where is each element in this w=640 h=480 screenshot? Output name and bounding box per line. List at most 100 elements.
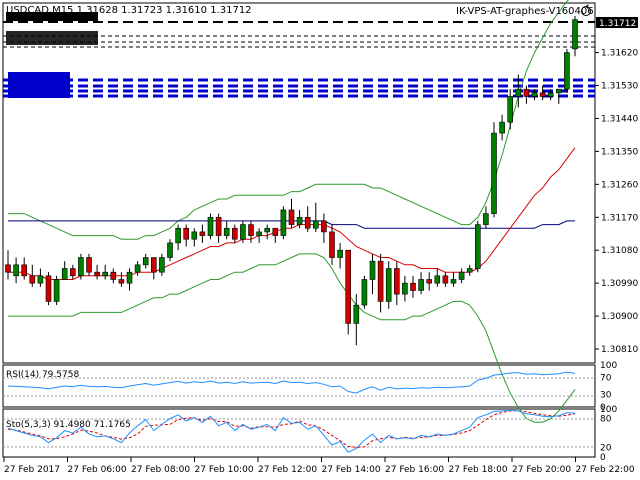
rsi-levels bbox=[3, 377, 595, 397]
candle bbox=[385, 261, 392, 309]
candle bbox=[94, 264, 100, 280]
candle bbox=[353, 294, 360, 346]
rsi-tick-label: 70 bbox=[600, 374, 612, 384]
candle bbox=[78, 253, 84, 280]
candle bbox=[151, 257, 157, 280]
candle-body bbox=[21, 264, 28, 277]
candle-body bbox=[29, 275, 36, 284]
time-tick-label: 27 Feb 10:00 bbox=[195, 465, 254, 475]
candle bbox=[37, 268, 44, 287]
price-tick-label: 1.31350 bbox=[601, 147, 638, 157]
candle-body bbox=[151, 257, 157, 273]
candle bbox=[272, 227, 279, 243]
candle bbox=[191, 228, 198, 247]
level-lines bbox=[3, 21, 595, 98]
stoch-levels bbox=[3, 418, 595, 448]
candle-body bbox=[523, 88, 530, 97]
bollinger-lower bbox=[8, 253, 576, 423]
candle bbox=[118, 272, 125, 287]
candle-body bbox=[94, 271, 100, 277]
stoch-label: Sto(5,3,3) 91.4980 71.1765 bbox=[6, 420, 131, 430]
candle-body bbox=[564, 52, 570, 90]
candle bbox=[369, 253, 376, 295]
candle-body bbox=[304, 216, 311, 229]
candle bbox=[288, 198, 295, 229]
price-tick-label: 1.30810 bbox=[601, 345, 638, 355]
candle-body bbox=[483, 213, 489, 225]
candle-body bbox=[37, 275, 44, 284]
rsi-axis: 100 70 30 0 bbox=[600, 361, 617, 413]
candle bbox=[329, 224, 335, 265]
candle bbox=[377, 253, 384, 313]
rsi-panel[interactable] bbox=[2, 364, 596, 408]
candle-body bbox=[547, 92, 554, 97]
candle-body bbox=[280, 209, 287, 236]
candle bbox=[402, 275, 408, 302]
candle-body bbox=[159, 257, 165, 273]
price-tick-label: 1.31170 bbox=[601, 213, 638, 223]
refresh-icon[interactable] bbox=[581, 4, 591, 16]
candle-body bbox=[402, 282, 408, 295]
candle bbox=[442, 272, 449, 287]
candle-body bbox=[345, 249, 352, 324]
candle bbox=[175, 224, 181, 251]
candle-body bbox=[337, 249, 343, 258]
price-tick-label: 1.31620 bbox=[601, 49, 638, 59]
level-label-block bbox=[8, 72, 70, 98]
rsi-series bbox=[7, 371, 576, 394]
candle-body bbox=[450, 279, 457, 284]
candle bbox=[434, 268, 441, 287]
time-tick-label: 27 Feb 16:00 bbox=[385, 465, 444, 475]
time-tick-label: 27 Feb 18:00 bbox=[449, 465, 508, 475]
candle-body bbox=[142, 257, 149, 266]
stoch-main-series bbox=[7, 409, 576, 453]
candle-body bbox=[466, 268, 473, 273]
candle-body bbox=[474, 224, 481, 269]
price-tick-label: 1.30900 bbox=[601, 312, 638, 322]
bollinger-bands bbox=[8, 0, 576, 423]
candle bbox=[458, 268, 465, 284]
main-price-panel[interactable] bbox=[2, 2, 596, 364]
candle bbox=[426, 272, 433, 291]
candle-body bbox=[45, 275, 52, 302]
time-axis: 27 Feb 2017 27 Feb 06:00 27 Feb 08:00 27 Fe… bbox=[3, 457, 635, 475]
rsi-tick-label: 100 bbox=[600, 361, 617, 371]
candle bbox=[547, 89, 554, 101]
stoch-tick-label: 20 bbox=[600, 443, 612, 453]
candle-body bbox=[361, 279, 368, 306]
price-axis: 1.31620 1.31530 1.31440 1.31350 1.31260 1.311… bbox=[595, 49, 638, 355]
candle bbox=[418, 272, 424, 295]
candle bbox=[86, 253, 92, 276]
candle-body bbox=[110, 271, 117, 280]
stochastic-panel[interactable] bbox=[2, 408, 596, 458]
candle bbox=[126, 268, 133, 291]
candle-body bbox=[167, 242, 173, 258]
time-tick-label: 27 Feb 22:00 bbox=[576, 465, 635, 475]
candle-body bbox=[353, 304, 360, 324]
price-tick-label: 1.31260 bbox=[601, 180, 638, 190]
price-tick-label: 1.31440 bbox=[601, 114, 638, 124]
time-tick-label: 27 Feb 20:00 bbox=[512, 465, 571, 475]
candle bbox=[345, 249, 352, 335]
candle-body bbox=[61, 268, 68, 280]
candle bbox=[61, 261, 68, 280]
candle-body bbox=[199, 231, 206, 236]
rsi-tick-label: 30 bbox=[600, 390, 612, 400]
rsi-label: RSI(14) 79.5758 bbox=[6, 370, 79, 380]
candlesticks bbox=[5, 15, 578, 346]
symbol-ohlc-header: USDCAD,M15 1.31628 1.31723 1.31610 1.317… bbox=[6, 5, 252, 16]
candle-body bbox=[515, 88, 522, 97]
time-tick-label: 27 Feb 2017 bbox=[4, 465, 60, 475]
candle-body bbox=[385, 268, 392, 302]
candle bbox=[304, 206, 311, 232]
level-label-block bbox=[6, 31, 98, 45]
candle bbox=[256, 228, 262, 243]
candle bbox=[515, 74, 522, 108]
candle-body bbox=[13, 264, 19, 277]
stoch-tick-label: 100 bbox=[600, 405, 617, 415]
candle bbox=[450, 272, 457, 287]
candle-body bbox=[272, 227, 279, 236]
rsi-line bbox=[7, 371, 576, 394]
